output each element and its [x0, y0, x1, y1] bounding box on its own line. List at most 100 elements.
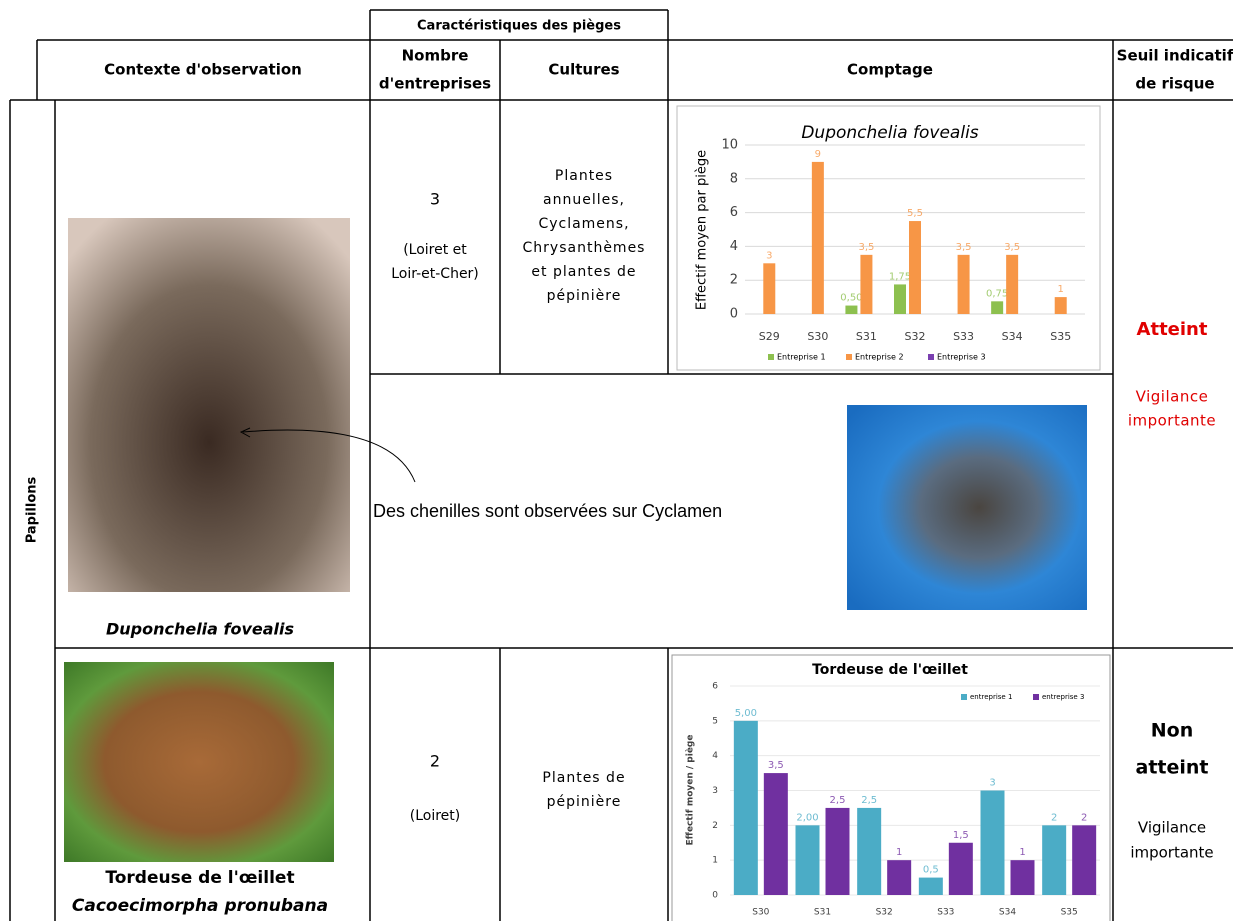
group-header: Caractéristiques des pièges	[417, 19, 621, 34]
column-header: d'entreprises	[379, 75, 491, 93]
arrow-head	[239, 427, 251, 438]
value-label: 3,5	[858, 242, 874, 253]
photo-tordeuse	[64, 662, 334, 862]
bar	[860, 254, 873, 314]
x-tick-label: S34	[1002, 330, 1023, 343]
bar	[763, 773, 788, 895]
cultures: pépinière	[547, 288, 622, 304]
x-tick-label: S31	[814, 908, 831, 918]
bar	[857, 807, 882, 895]
count: 3	[430, 190, 440, 209]
legend-swatch	[1033, 694, 1039, 700]
risk: Non	[1151, 720, 1193, 742]
value-label: 5,5	[907, 208, 923, 219]
cultures: pépinière	[547, 794, 622, 810]
column-header: Cultures	[548, 61, 619, 79]
value-label: 3,5	[956, 242, 972, 253]
x-tick-label: S34	[999, 908, 1016, 918]
caption: Duponchelia fovealis	[106, 620, 294, 639]
group-label: Papillons	[25, 476, 40, 543]
legend-label: Entreprise 1	[777, 353, 826, 362]
value-label: 5,00	[735, 708, 757, 719]
risk: Atteint	[1137, 319, 1208, 340]
bar	[825, 807, 850, 895]
value-label: 9	[815, 149, 821, 160]
note: Des chenilles sont observées sur Cyclame…	[373, 501, 722, 521]
photo-moth	[847, 405, 1087, 610]
value-label: 0,75	[986, 288, 1008, 299]
cultures: et plantes de	[531, 264, 636, 280]
value-label: 3,5	[768, 760, 784, 771]
legend-swatch	[928, 354, 934, 360]
x-tick-label: S29	[759, 330, 780, 343]
cultures: Plantes	[555, 168, 613, 184]
chart-frame	[671, 654, 1111, 921]
bar	[1072, 825, 1097, 895]
column-header: Comptage	[847, 61, 933, 79]
count: 2	[430, 752, 440, 771]
legend-label: Entreprise 2	[855, 353, 904, 362]
column-header: de risque	[1135, 75, 1214, 93]
value-label: 3,5	[1004, 242, 1020, 253]
location: (Loiret et	[403, 242, 467, 258]
location: (Loiret)	[410, 808, 460, 824]
bar	[980, 790, 1005, 895]
caption: Tordeuse de l'œillet	[105, 868, 294, 888]
location: Loir-et-Cher)	[391, 266, 479, 282]
chart-title: Tordeuse de l'œillet	[812, 662, 968, 678]
value-label: 2	[1081, 812, 1087, 823]
bar	[909, 221, 921, 314]
legend-label: entreprise 3	[1042, 693, 1084, 701]
legend-swatch	[846, 354, 852, 360]
legend-swatch	[961, 694, 967, 700]
value-label: 2,00	[796, 812, 818, 823]
y-axis-label: Effectif moyen par piège	[695, 150, 710, 310]
y-tick-label: 6	[712, 682, 718, 692]
legend-label: Entreprise 3	[937, 353, 986, 362]
value-label: 1,5	[953, 830, 969, 841]
value-label: 3	[766, 250, 772, 261]
x-tick-label: S32	[876, 908, 893, 918]
cultures: annuelles,	[543, 192, 625, 208]
cultures: Chrysanthèmes	[523, 240, 646, 256]
value-label: 1,75	[889, 271, 911, 282]
y-tick-label: 5	[712, 716, 718, 726]
x-tick-label: S35	[1061, 908, 1078, 918]
y-tick-label: 2	[712, 821, 718, 831]
value-label: 0,50	[840, 293, 862, 304]
y-tick-label: 8	[730, 171, 738, 186]
advice: importante	[1130, 844, 1213, 862]
value-label: 2	[1051, 812, 1057, 823]
value-label: 3	[989, 778, 995, 789]
x-tick-label: S30	[807, 330, 828, 343]
bar	[733, 720, 758, 895]
x-tick-label: S32	[905, 330, 926, 343]
chart-frame	[676, 105, 1101, 371]
bar	[918, 877, 943, 895]
x-tick-label: S35	[1050, 330, 1071, 343]
bar	[1010, 860, 1035, 895]
y-tick-label: 10	[721, 138, 738, 153]
bar	[795, 825, 820, 895]
y-tick-label: 4	[712, 751, 718, 761]
bar	[811, 161, 824, 314]
value-label: 1	[896, 847, 902, 858]
cultures: Cyclamens,	[538, 216, 629, 232]
x-tick-label: S33	[953, 330, 974, 343]
risk: atteint	[1136, 757, 1209, 779]
value-label: 1	[1019, 847, 1025, 858]
advice: importante	[1128, 412, 1216, 430]
bar	[957, 254, 970, 314]
column-header: Contexte d'observation	[104, 61, 302, 79]
advice: Vigilance	[1138, 819, 1206, 837]
value-label: 2,5	[830, 795, 846, 806]
y-tick-label: 0	[730, 307, 738, 322]
value-label: 1	[1058, 284, 1064, 295]
bar	[887, 860, 912, 895]
legend-label: entreprise 1	[970, 693, 1012, 701]
bar	[1006, 254, 1019, 314]
y-tick-label: 1	[712, 856, 718, 866]
caption: Cacoecimorpha pronubana	[72, 896, 328, 916]
x-tick-label: S31	[856, 330, 877, 343]
x-tick-label: S30	[752, 908, 769, 918]
